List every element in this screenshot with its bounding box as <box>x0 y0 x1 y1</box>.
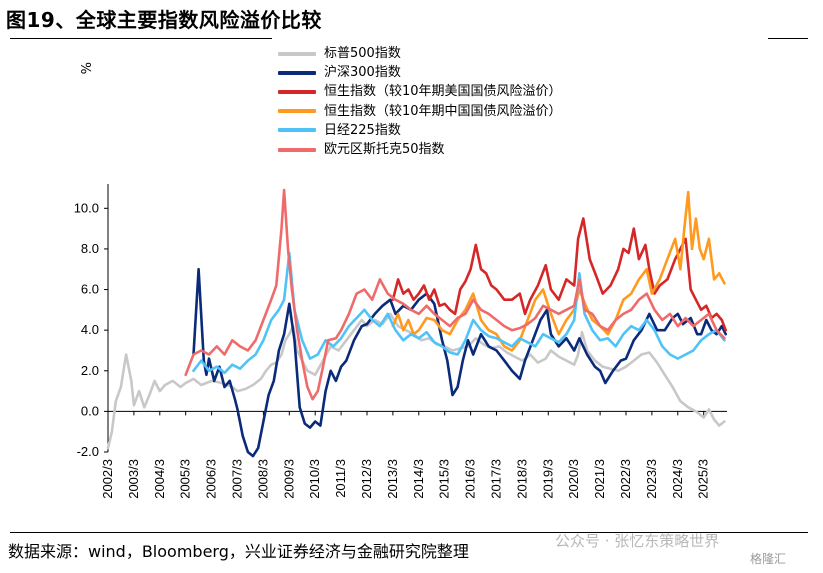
x-tick-label: 2023/3 <box>644 459 659 499</box>
chart-series-lines <box>106 188 728 458</box>
legend-swatch <box>278 89 316 94</box>
series-line-5 <box>192 251 726 375</box>
x-tick-label: 2010/3 <box>307 459 322 499</box>
legend-label: 沪深300指数 <box>324 65 401 81</box>
x-tick-label: 2016/3 <box>463 459 478 499</box>
x-tick-label: 2011/3 <box>333 459 348 498</box>
series-line-2 <box>192 267 728 458</box>
legend-swatch <box>278 51 316 56</box>
source-rule <box>10 532 808 533</box>
legend-label: 恒生指数（较10年期美国国债风险溢价） <box>324 84 562 100</box>
title-rule-right <box>768 38 808 39</box>
series-line-4 <box>391 190 726 352</box>
corner-logo: 格隆汇 <box>750 552 787 566</box>
data-source-note: 数据来源：wind，Bloomberg，兴业证券经济与金融研究院整理 <box>8 542 469 561</box>
x-tick-label: 2025/3 <box>696 459 711 499</box>
series-line-1 <box>106 312 726 450</box>
legend-swatch <box>278 70 316 75</box>
legend-swatch <box>278 109 316 114</box>
legend-item-6: 欧元区斯托克50指数 <box>278 140 562 159</box>
legend-label: 欧元区斯托克50指数 <box>324 141 445 157</box>
x-tick-label: 2002/3 <box>100 459 115 499</box>
x-tick-label: 2008/3 <box>255 459 270 499</box>
title-rule-left <box>10 38 272 39</box>
legend-item-2: 沪深300指数 <box>278 63 562 82</box>
x-tick-label: 2014/3 <box>411 459 426 499</box>
figure-title: 图19、全球主要指数风险溢价比较 <box>6 8 322 32</box>
y-tick-label: 8.0 <box>81 241 99 256</box>
y-tick-label: 10.0 <box>74 200 99 215</box>
x-tick-label: 2015/3 <box>437 459 452 499</box>
x-tick-label: 2022/3 <box>618 459 633 499</box>
x-tick-label: 2019/3 <box>540 459 555 499</box>
legend-item-4: 恒生指数（较10年期中国国债风险溢价） <box>278 102 562 121</box>
x-tick-label: 2018/3 <box>514 459 529 499</box>
x-tick-label: 2006/3 <box>204 459 219 499</box>
x-tick-label: 2020/3 <box>566 459 581 499</box>
x-tick-label: 2003/3 <box>126 459 141 499</box>
legend-item-3: 恒生指数（较10年期美国国债风险溢价） <box>278 82 562 101</box>
legend-label: 恒生指数（较10年期中国国债风险溢价） <box>324 103 562 119</box>
legend-item-5: 日经225指数 <box>278 121 562 140</box>
legend-swatch <box>278 147 316 152</box>
y-tick-label: 0.0 <box>81 403 99 418</box>
x-tick-label: 2024/3 <box>670 459 685 499</box>
y-tick-label: 2.0 <box>81 363 99 378</box>
legend-label: 标普500指数 <box>324 46 401 61</box>
x-tick-label: 2017/3 <box>488 459 503 499</box>
legend-label: 日经225指数 <box>324 122 401 138</box>
y-tick-label: 4.0 <box>81 322 99 337</box>
x-tick-label: 2007/3 <box>229 459 244 499</box>
y-tick-label: -2.0 <box>77 444 99 459</box>
series-line-6 <box>184 188 726 401</box>
y-tick-label: 6.0 <box>81 282 99 297</box>
x-tick-label: 2005/3 <box>178 459 193 499</box>
x-tick-label: 2012/3 <box>359 459 374 499</box>
x-tick-label: 2009/3 <box>281 459 296 499</box>
x-tick-label: 2004/3 <box>152 459 167 499</box>
chart-legend: 标普500指数 沪深300指数恒生指数（较10年期美国国债风险溢价） 恒生指数（较1… <box>278 44 562 159</box>
account-watermark: 公众号 · 张忆东策略世界 <box>555 532 720 550</box>
legend-swatch <box>278 128 316 133</box>
x-tick-label: 2021/3 <box>592 459 607 499</box>
x-tick-label: 2013/3 <box>385 459 400 499</box>
legend-item-1: 标普500指数 <box>278 44 562 63</box>
